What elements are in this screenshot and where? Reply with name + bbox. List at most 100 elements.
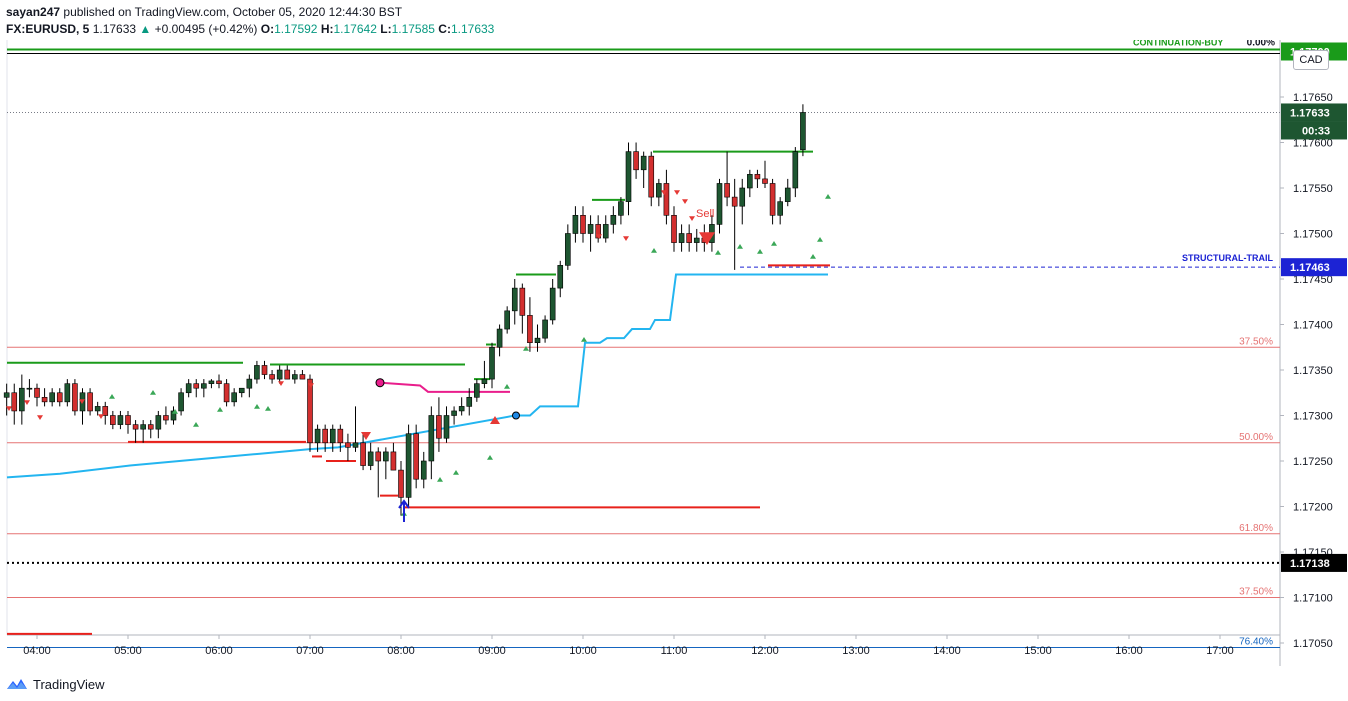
time-tick-label: 13:00: [842, 645, 870, 657]
candle-body: [87, 392, 93, 412]
candle-body: [625, 151, 632, 202]
sell-signal-icon: [6, 406, 12, 411]
candle-body: [534, 337, 541, 343]
currency-button[interactable]: CAD: [1293, 50, 1329, 70]
high-label: H:: [320, 22, 334, 36]
price-tick-label: 1.17550: [1293, 183, 1333, 195]
candle-body: [428, 415, 435, 462]
plot-bg: [0, 40, 1348, 666]
low-value: 1.17585: [391, 22, 435, 36]
buy-signal-icon: [437, 477, 443, 482]
candle-body: [800, 112, 806, 151]
candle-body: [451, 410, 457, 416]
candle-body: [11, 392, 18, 412]
sell-signal-icon: [278, 381, 284, 386]
last-price: 1.17633: [92, 22, 137, 36]
candle-body: [610, 215, 617, 225]
time-tick-label: 15:00: [1024, 645, 1052, 657]
candle-body: [352, 442, 359, 448]
tradingview-logo[interactable]: TradingView: [6, 675, 105, 693]
last-price-tag-bg: [1281, 103, 1347, 122]
buy-signal-icon: [254, 404, 260, 409]
candle-body: [466, 396, 473, 407]
price-tick-label: 1.17650: [1293, 92, 1333, 104]
candle-body: [201, 383, 207, 389]
candle-body: [231, 392, 237, 403]
candle-body: [458, 406, 465, 412]
fib-label: 50.00%: [1239, 432, 1273, 443]
fib-label: 76.40%: [1239, 637, 1273, 648]
candle-body: [246, 378, 253, 389]
candle-body: [276, 369, 283, 380]
price-tick-label: 1.17500: [1293, 229, 1333, 241]
price-tick-label: 1.17350: [1293, 365, 1333, 377]
candle-body: [102, 406, 109, 416]
dotted-level-tag-bg: [1281, 553, 1347, 572]
candle-body: [572, 215, 579, 234]
candle-body: [549, 287, 556, 321]
price-tick-label: 1.17100: [1293, 593, 1333, 605]
buy-signal-icon: [453, 470, 459, 475]
time-tick-label: 12:00: [751, 645, 779, 657]
time-tick-label: 08:00: [387, 645, 415, 657]
candle-body: [777, 201, 783, 216]
candle-body: [337, 428, 344, 444]
candle-body: [132, 424, 139, 430]
candle-body: [784, 187, 791, 202]
candlestick-chart[interactable]: 37.50% 50.00% 61.80% 37.50% 76.40% CONTINUAT…: [0, 38, 1348, 666]
symbol-label: FX:EURUSD, 5: [6, 22, 90, 36]
trail-start-dot-icon: [512, 411, 520, 420]
candle-body: [474, 383, 480, 398]
candle-body: [3, 392, 10, 398]
close-value: 1.17633: [450, 22, 495, 36]
sell-signal-icon: [699, 232, 715, 245]
buy-signal-icon: [217, 407, 223, 412]
candle-body: [261, 365, 268, 375]
buy-signal-icon: [715, 250, 721, 255]
symbol-line: FX:EURUSD, 5 1.17633 ▲ +0.00495 (+0.42%)…: [6, 22, 494, 36]
time-tick-label: 17:00: [1206, 645, 1234, 657]
candle-body: [716, 183, 723, 225]
buy-signal-icon: [193, 422, 199, 427]
candle-body: [420, 460, 427, 480]
candle-body: [314, 428, 321, 444]
candle-body: [595, 224, 601, 239]
sell-signal-icon: [661, 190, 667, 195]
time-tick-label: 04:00: [23, 645, 51, 657]
candle-body: [731, 196, 738, 207]
candle-body: [724, 183, 730, 198]
sell-label: Sell: [696, 208, 714, 220]
candle-body: [747, 174, 753, 189]
high-value: 1.17642: [333, 22, 377, 36]
time-tick-label: 11:00: [661, 645, 688, 657]
time-tick-label: 05:00: [114, 645, 142, 657]
candle-body: [618, 201, 624, 216]
publisher-name[interactable]: sayan247: [6, 5, 61, 19]
candle-body: [322, 428, 328, 444]
chart-area[interactable]: 37.50% 50.00% 61.80% 37.50% 76.40% CONTINUAT…: [0, 38, 1348, 666]
countdown-tag: 00:33: [1302, 125, 1330, 137]
buy-signal-icon: [487, 455, 493, 460]
buy-signal-icon: [490, 416, 500, 424]
candle-body: [413, 433, 419, 480]
sell-signal-icon: [308, 383, 314, 388]
price-tick-label: 1.17600: [1293, 138, 1333, 150]
candle-body: [269, 374, 275, 380]
candle-body: [527, 315, 533, 343]
time-tick-label: 07:00: [296, 645, 324, 657]
sell-signal-icon: [596, 234, 602, 239]
dotted-level-tag: 1.17138: [1290, 558, 1330, 570]
price-tick-label: 1.17250: [1293, 456, 1333, 468]
close-label: C:: [438, 22, 451, 36]
structural-trail-label: STRUCTURAL-TRAIL: [1182, 253, 1273, 263]
candle-body: [602, 224, 609, 239]
candle-body: [557, 265, 564, 289]
candle-body: [41, 396, 48, 403]
candle-body: [307, 378, 313, 444]
published-text: published on TradingView.com, October 05…: [63, 5, 403, 19]
sell-signal-icon: [674, 190, 680, 195]
candle-body: [587, 224, 594, 234]
buy-signal-icon: [757, 249, 763, 254]
tradingview-brand: TradingView: [33, 676, 105, 692]
candle-body: [163, 415, 169, 421]
